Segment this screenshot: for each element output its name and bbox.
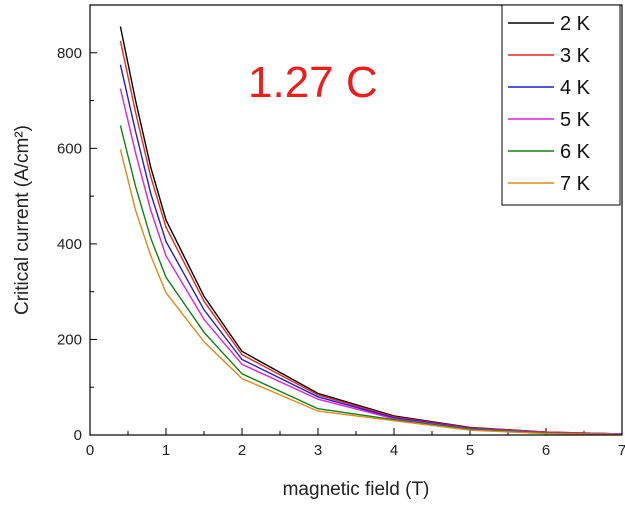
legend-label: 5 K	[560, 109, 591, 131]
x-tick-label: 1	[162, 442, 170, 459]
x-tick-label: 3	[314, 442, 322, 459]
y-axis-title: Critical current (A/cm²)	[12, 125, 33, 315]
legend-label: 3 K	[560, 45, 591, 67]
x-axis-title: magnetic field (T)	[283, 479, 430, 500]
x-tick-label: 4	[390, 442, 398, 459]
x-tick-label: 7	[618, 442, 625, 459]
series-line	[119, 125, 623, 436]
y-tick-label: 0	[74, 427, 82, 444]
y-tick-label: 200	[57, 331, 82, 348]
legend-label: 7 K	[560, 173, 591, 195]
series-lines	[119, 26, 623, 436]
legend-label: 4 K	[560, 77, 591, 99]
chart-annotation: 1.27 C	[248, 58, 378, 107]
y-tick-label: 800	[57, 45, 82, 62]
y-tick-label: 600	[57, 140, 82, 157]
x-tick-label: 5	[466, 442, 474, 459]
legend: 2 K 3 K 4 K 5 K 6 K 7 K	[501, 4, 621, 206]
legend-label: 6 K	[560, 141, 591, 163]
x-tick-label: 6	[542, 442, 550, 459]
legend-box	[501, 4, 621, 206]
legend-label: 2 K	[560, 13, 591, 35]
plot-frame	[89, 4, 623, 436]
series-line	[119, 149, 623, 436]
x-tick-label: 2	[238, 442, 246, 459]
y-tick-label: 400	[57, 236, 82, 253]
x-tick-label: 0	[86, 442, 94, 459]
